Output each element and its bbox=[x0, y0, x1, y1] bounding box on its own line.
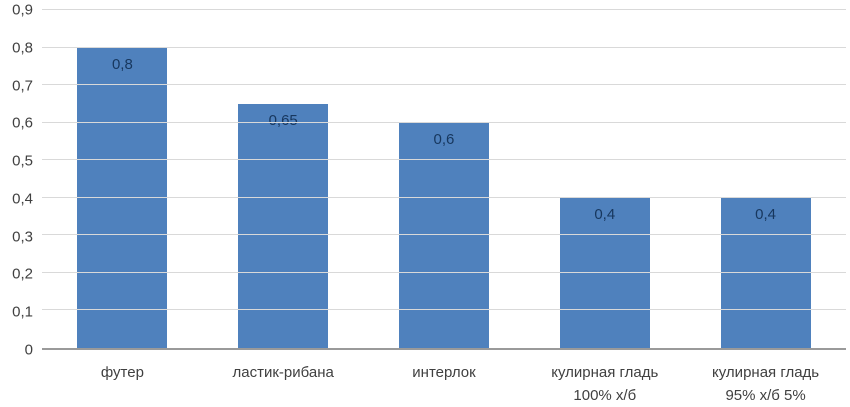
gridline bbox=[42, 309, 846, 311]
bar: 0,65 bbox=[238, 103, 329, 348]
bar-value-label: 0,4 bbox=[755, 205, 776, 223]
bar-slot: 0,65 bbox=[203, 10, 364, 348]
gridline bbox=[42, 84, 846, 86]
gridline bbox=[42, 46, 846, 48]
gridline bbox=[42, 121, 846, 123]
bar-value-label: 0,8 bbox=[111, 55, 133, 73]
category-label: кулирная гладь 95% х/б 5% bbox=[712, 364, 820, 404]
bar-value-label: 0,4 bbox=[594, 205, 616, 223]
y-tick-label: 0 bbox=[24, 341, 33, 359]
bar: 0,8 bbox=[77, 47, 168, 348]
bar-slot: 0,4 bbox=[685, 10, 846, 348]
y-tick-label: 0,9 bbox=[12, 1, 33, 19]
category-label: кулирная гладь 100% х/б bbox=[551, 364, 659, 404]
y-tick-label: 0,4 bbox=[12, 190, 33, 208]
y-axis: 0 0,1 0,2 0,3 0,4 0,5 0,6 0,7 0,8 0,9 bbox=[0, 2, 38, 359]
plot-area: 0,8 0,65 0,6 0,4 0,4 bbox=[42, 9, 846, 350]
category-label: футер bbox=[100, 364, 144, 381]
y-tick-label: 0,3 bbox=[12, 228, 33, 246]
gridline bbox=[42, 196, 846, 198]
x-axis: футер ластик-рибана интерлок кулирная гладь… bbox=[42, 353, 846, 407]
gridline bbox=[42, 9, 846, 10]
bar-slot: 0,4 bbox=[524, 10, 685, 348]
gridline bbox=[42, 271, 846, 273]
y-tick-label: 0,7 bbox=[12, 77, 33, 95]
bar-value-label: 0,65 bbox=[268, 111, 298, 129]
bar: 0,4 bbox=[559, 197, 650, 348]
category-label: интерлок bbox=[412, 364, 476, 381]
bars-row: 0,8 0,65 0,6 0,4 0,4 bbox=[42, 10, 846, 348]
gridline bbox=[42, 159, 846, 161]
y-tick-label: 0,6 bbox=[12, 114, 33, 132]
y-tick-label: 0,8 bbox=[12, 39, 33, 57]
y-tick-label: 0,5 bbox=[12, 152, 33, 170]
category-label: ластик-рибана bbox=[232, 364, 334, 381]
bar-slot: 0,8 bbox=[42, 10, 203, 348]
bar-value-label: 0,6 bbox=[433, 130, 455, 148]
y-tick-label: 0,1 bbox=[12, 303, 33, 321]
bar: 0,4 bbox=[720, 197, 811, 348]
bar-slot: 0,6 bbox=[364, 10, 525, 348]
gridline bbox=[42, 234, 846, 236]
y-tick-label: 0,2 bbox=[12, 265, 33, 283]
